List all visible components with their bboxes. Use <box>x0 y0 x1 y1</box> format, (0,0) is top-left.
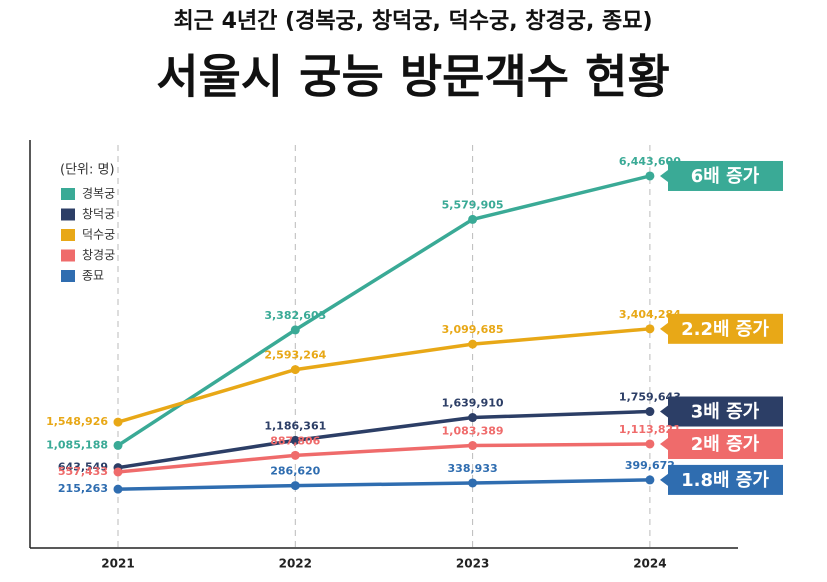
legend-swatch <box>61 229 75 241</box>
annotation-pointer <box>660 405 668 418</box>
chart-subtitle: 최근 4년간 (경복궁, 창덕궁, 덕수궁, 창경궁, 종묘) <box>173 9 652 34</box>
data-point <box>645 439 655 449</box>
data-point <box>468 441 478 451</box>
data-label: 1,759,643 <box>619 391 681 404</box>
data-label: 1,113,821 <box>619 423 681 436</box>
legend-title: (단위: 명) <box>60 163 115 178</box>
x-tick-label: 2022 <box>279 557 312 571</box>
annotation-box <box>668 160 783 191</box>
data-point <box>290 325 300 335</box>
data-point <box>468 478 478 488</box>
data-point <box>113 484 123 494</box>
data-point <box>468 413 478 423</box>
data-point <box>645 475 655 485</box>
annotation-box <box>668 313 783 344</box>
data-point <box>468 214 478 224</box>
annotation-pointer <box>660 169 668 182</box>
data-label: 557,433 <box>58 465 108 478</box>
data-label: 215,263 <box>58 482 108 495</box>
legend-label: 창덕궁 <box>82 207 115 221</box>
annotation-text: 2배 증가 <box>691 434 760 455</box>
annotation-text: 6배 증가 <box>691 166 760 187</box>
data-label: 1,639,910 <box>442 397 504 410</box>
annotation-text: 1.8배 증가 <box>681 470 769 491</box>
data-label: 3,382,603 <box>264 309 326 322</box>
data-label: 286,620 <box>270 465 320 478</box>
legend-label: 창경궁 <box>82 248 115 262</box>
data-label: 399,672 <box>625 459 675 472</box>
data-label: 887,806 <box>270 434 320 447</box>
data-label: 1,083,389 <box>442 425 504 438</box>
legend-label: 덕수궁 <box>82 228 115 242</box>
x-tick-label: 2021 <box>101 557 134 571</box>
legend-label: 경복궁 <box>82 187 115 201</box>
annotation-pointer <box>660 473 668 486</box>
x-tick-label: 2023 <box>456 557 489 571</box>
data-point <box>290 435 300 445</box>
series-line <box>117 174 651 447</box>
data-point <box>290 365 300 375</box>
annotation-text: 2.2배 증가 <box>681 319 769 340</box>
annotation-text: 3배 증가 <box>691 402 760 423</box>
data-label: 1,548,926 <box>46 415 108 428</box>
data-point <box>113 417 123 427</box>
x-tick-label: 2024 <box>633 557 666 571</box>
data-label: 5,579,905 <box>442 198 504 211</box>
data-label: 2,593,264 <box>264 349 326 362</box>
legend-swatch <box>61 188 75 200</box>
legend-swatch <box>61 208 75 221</box>
series-line <box>117 409 650 470</box>
legend-swatch <box>61 270 75 282</box>
annotation-box <box>668 464 783 495</box>
data-label: 3,099,685 <box>442 323 504 336</box>
data-label: 6,443,600 <box>619 155 681 168</box>
annotation-pointer <box>660 437 668 450</box>
chart-title: 서울시 궁능 방문객수 현황 <box>156 50 670 104</box>
data-point <box>290 481 300 491</box>
series-line <box>117 327 651 424</box>
annotation-pointer <box>660 322 668 335</box>
data-label: 1,085,188 <box>46 438 108 451</box>
data-point <box>290 450 300 460</box>
series-line <box>117 478 650 491</box>
legend-label: 종묘 <box>82 269 104 283</box>
series-line <box>117 442 650 474</box>
data-point <box>113 467 123 477</box>
annotation-box <box>668 428 783 459</box>
data-label: 3,404,284 <box>619 308 681 321</box>
data-point <box>468 339 478 349</box>
data-point <box>645 407 655 417</box>
legend-swatch <box>61 249 75 262</box>
data-label: 643,549 <box>58 461 108 474</box>
data-label: 338,933 <box>448 462 498 475</box>
data-label: 1,186,361 <box>264 419 326 432</box>
data-point <box>645 324 655 334</box>
data-point <box>113 440 123 450</box>
data-point <box>645 171 655 181</box>
annotation-box <box>668 396 783 427</box>
